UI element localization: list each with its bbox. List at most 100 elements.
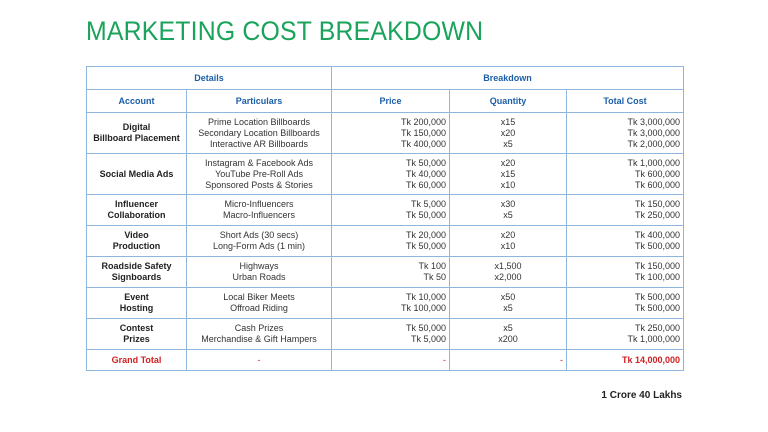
total-cost-value: Tk 500,000 — [635, 303, 681, 313]
particular-item: Cash Prizes — [234, 323, 284, 333]
price-cell: Tk 200,000 Tk 150,000 Tk 400,000 — [331, 112, 451, 154]
particulars-cell: Prime Location Billboards Secondary Locat… — [185, 112, 333, 154]
quantity-value: x20 — [500, 157, 516, 168]
account-line: Video — [124, 230, 149, 240]
grand-total-particulars: - — [185, 349, 333, 371]
price-cell: Tk 100 Tk 50 — [331, 256, 451, 288]
total-cost-cell: Tk 1,000,000 Tk 600,000 Tk 600,000 — [566, 153, 685, 195]
price-column-header: Price — [331, 89, 451, 113]
account-line: Digital — [122, 122, 151, 132]
page-title: MARKETING COST BREAKDOWN — [86, 16, 484, 46]
price-value: Tk 60,000 — [405, 179, 447, 190]
grand-total-quantity: - — [449, 349, 568, 371]
account-line: Contest — [119, 323, 154, 333]
price-cell: Tk 10,000 Tk 100,000 — [331, 287, 451, 319]
quantity-cell: x15 x20 x5 — [449, 112, 568, 154]
account-cell: Social Media Ads — [86, 153, 187, 195]
quantity-value: x5 — [503, 210, 513, 220]
account-cell: Video Production — [86, 225, 187, 257]
account-column-header: Account — [86, 89, 187, 113]
quantity-cell: x50 x5 — [449, 287, 568, 319]
cost-table-body: Digital Billboard Placement Prime Location… — [86, 112, 685, 350]
total-cost-value: Tk 2,000,000 — [627, 138, 681, 149]
total-cost-value: Tk 150,000 — [635, 199, 681, 209]
price-value: Tk 50,000 — [405, 157, 447, 168]
account-line: Hosting — [119, 303, 154, 313]
grand-total-row: Grand Total - - - Tk 14,000,000 — [86, 349, 685, 371]
grand-total-price: - — [331, 349, 451, 371]
particular-item: Micro-Influencers — [224, 199, 294, 209]
cost-table: Details Breakdown Account Particulars Pr… — [85, 66, 685, 371]
account-cell: Influencer Collaboration — [86, 194, 187, 226]
quantity-value: x10 — [500, 179, 516, 190]
total-cost-value: Tk 3,000,000 — [627, 116, 681, 127]
particulars-cell: Short Ads (30 secs) Long-Form Ads (1 min) — [185, 225, 333, 257]
price-value: Tk 100 — [418, 261, 447, 271]
particular-item: Offroad Riding — [230, 303, 288, 313]
account-cell: Digital Billboard Placement — [86, 112, 187, 154]
quantity-cell: x5 x200 — [449, 318, 568, 350]
price-value: Tk 20,000 — [405, 230, 447, 240]
grand-total-label: Grand Total — [86, 349, 187, 371]
total-cost-value: Tk 3,000,000 — [627, 127, 681, 138]
account-line: Social Media Ads — [99, 168, 174, 179]
particulars-column-header: Particulars — [185, 89, 333, 113]
price-value: Tk 40,000 — [405, 168, 447, 179]
particular-item: Prime Location Billboards — [207, 116, 311, 127]
account-line: Prizes — [123, 334, 150, 344]
account-cell: Roadside Safety Signboards — [86, 256, 187, 288]
total-cost-value: Tk 400,000 — [635, 230, 681, 240]
quantity-value: x20 — [500, 127, 516, 138]
account-line: Roadside Safety — [101, 261, 172, 271]
table-row: Contest Prizes Cash Prizes Merchandise & Gi… — [86, 318, 685, 350]
particulars-cell: Local Biker Meets Offroad Riding — [185, 287, 333, 319]
particular-item: Merchandise & Gift Hampers — [201, 334, 317, 344]
quantity-value: x15 — [500, 116, 516, 127]
particulars-cell: Highways Urban Roads — [185, 256, 333, 288]
table-row: Digital Billboard Placement Prime Location… — [86, 112, 685, 154]
details-group-header: Details — [85, 66, 333, 90]
particular-item: Local Biker Meets — [223, 292, 295, 302]
quantity-value: x1,500 — [494, 261, 522, 271]
total-cost-value: Tk 150,000 — [635, 261, 681, 271]
account-line: Event — [124, 292, 149, 302]
quantity-value: x2,000 — [494, 272, 522, 282]
price-value: Tk 50,000 — [405, 323, 447, 333]
quantity-column-header: Quantity — [449, 89, 568, 113]
particulars-cell: Micro-Influencers Macro-Influencers — [185, 194, 333, 226]
total-cost-cell: Tk 500,000 Tk 500,000 — [566, 287, 685, 319]
particular-item: Urban Roads — [232, 272, 286, 282]
account-line: Influencer — [114, 199, 158, 209]
particular-item: Short Ads (30 secs) — [219, 230, 299, 240]
breakdown-group-header: Breakdown — [331, 66, 685, 90]
price-value: Tk 200,000 — [400, 116, 447, 127]
price-value: Tk 400,000 — [400, 138, 447, 149]
particular-item: Sponsored Posts & Stories — [205, 179, 313, 190]
price-cell: Tk 50,000 Tk 5,000 — [331, 318, 451, 350]
price-value: Tk 150,000 — [400, 127, 447, 138]
particular-item: Secondary Location Billboards — [198, 127, 320, 138]
quantity-value: x5 — [503, 323, 513, 333]
grand-total-value: Tk 14,000,000 — [566, 349, 685, 371]
particulars-cell: Instagram & Facebook Ads YouTube Pre-Roll… — [185, 153, 333, 195]
total-cost-value: Tk 100,000 — [635, 272, 681, 282]
total-cost-cell: Tk 250,000 Tk 1,000,000 — [566, 318, 685, 350]
quantity-value: x5 — [503, 303, 513, 313]
particulars-cell: Cash Prizes Merchandise & Gift Hampers — [185, 318, 333, 350]
quantity-value: x10 — [500, 241, 516, 251]
price-value: Tk 50,000 — [405, 241, 447, 251]
price-value: Tk 50,000 — [405, 210, 447, 220]
table-row: Influencer Collaboration Micro-Influencers… — [86, 194, 685, 226]
quantity-cell: x1,500 x2,000 — [449, 256, 568, 288]
total-cost-value: Tk 500,000 — [635, 292, 681, 302]
total-cost-cell: Tk 3,000,000 Tk 3,000,000 Tk 2,000,000 — [566, 112, 685, 154]
total-cost-value: Tk 1,000,000 — [627, 157, 681, 168]
particular-item: Long-Form Ads (1 min) — [212, 241, 306, 251]
total-in-words: 1 Crore 40 Lakhs — [601, 390, 682, 401]
price-cell: Tk 20,000 Tk 50,000 — [331, 225, 451, 257]
account-cell: Contest Prizes — [86, 318, 187, 350]
price-value: Tk 5,000 — [410, 199, 447, 209]
total-cost-value: Tk 600,000 — [635, 179, 681, 190]
quantity-value: x5 — [503, 138, 513, 149]
account-line: Billboard Placement — [93, 133, 180, 143]
